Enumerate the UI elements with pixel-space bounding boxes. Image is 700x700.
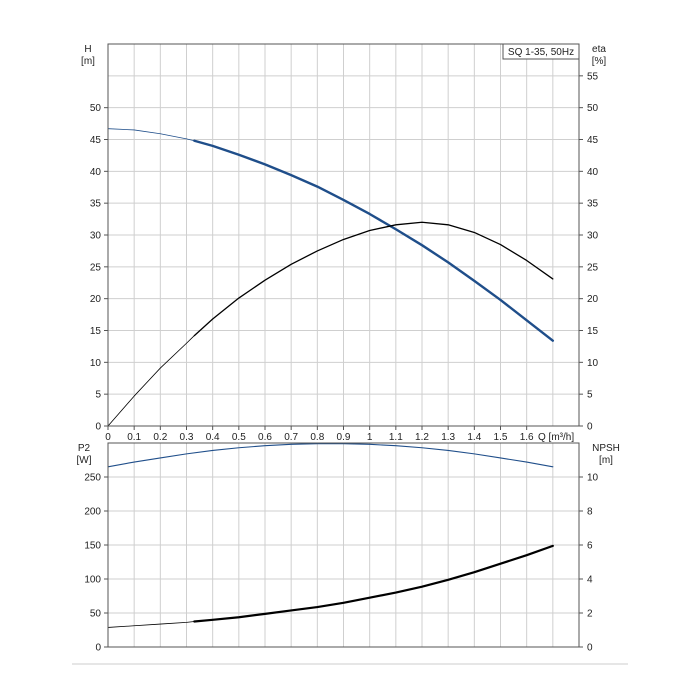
head-tick-label: 45 [90, 135, 102, 146]
head-axis-label-name: H [84, 44, 91, 55]
npsh-tick-label: 6 [587, 541, 593, 552]
power-axis-label-unit: [W] [77, 455, 92, 466]
npsh-curve [193, 544, 554, 623]
chart-title-frame [502, 43, 580, 60]
flow-tick-label: 1.1 [389, 432, 403, 443]
flow-axis-label: Q [m³/h] [538, 432, 574, 443]
npsh-tick-label: 2 [587, 609, 593, 620]
head-efficiency-grid [108, 44, 579, 426]
power-tick-label: 50 [90, 609, 102, 620]
head-tick-label: 35 [90, 199, 102, 210]
npsh-tick-label: 0 [587, 643, 593, 654]
efficiency-tick-label: 15 [587, 326, 599, 337]
npsh-axis-label-name: NPSH [592, 443, 620, 454]
efficiency-tick-label: 30 [587, 231, 599, 242]
power-tick-label: 100 [84, 575, 101, 586]
head-axis-ticks: 0 5 10 15 20 25 30 35 40 45 50 [90, 103, 108, 433]
npsh-curve-thin-segment [107, 621, 195, 628]
power-tick-label: 200 [84, 507, 101, 518]
head-curve [193, 139, 555, 342]
efficiency-axis-ticks: 0 5 10 15 20 25 30 35 40 45 50 55 [579, 71, 599, 433]
efficiency-curve-thin-segment [107, 335, 195, 427]
efficiency-tick-label: 50 [587, 103, 599, 114]
power-axis-label-name: P2 [78, 443, 91, 454]
flow-tick-label: 1.2 [415, 432, 429, 443]
npsh-tick-label: 4 [587, 575, 593, 586]
efficiency-tick-label: 45 [587, 135, 599, 146]
head-tick-label: 25 [90, 262, 102, 273]
flow-tick-label: 0.8 [310, 432, 324, 443]
flow-tick-label: 1 [367, 432, 373, 443]
efficiency-tick-label: 10 [587, 358, 599, 369]
head-efficiency-series [107, 128, 555, 427]
npsh-axis-ticks: 0 2 4 6 8 10 [579, 473, 599, 654]
flow-tick-label: 0.9 [337, 432, 351, 443]
head-tick-label: 20 [90, 294, 102, 305]
flow-tick-label: 1.4 [467, 432, 481, 443]
head-tick-label: 15 [90, 326, 102, 337]
head-tick-label: 5 [95, 390, 101, 401]
efficiency-tick-label: 5 [587, 390, 593, 401]
efficiency-tick-label: 55 [587, 71, 599, 82]
power-axis-ticks: 0 50 100 150 200 250 [84, 473, 108, 654]
flow-tick-label: 1.3 [441, 432, 455, 443]
flow-tick-label: 0.4 [206, 432, 220, 443]
flow-axis-ticks: 0 0.1 0.2 0.3 0.4 0.5 0.6 0.7 0.8 0.9 1 1.1 1.2 1.3 1.… [105, 426, 534, 443]
efficiency-axis-label-unit: [%] [592, 56, 607, 67]
npsh-axis-label-unit: [m] [599, 455, 613, 466]
flow-tick-label: 0.6 [258, 432, 272, 443]
flow-tick-label: 0 [105, 432, 111, 443]
power-tick-label: 150 [84, 541, 101, 552]
chart-title-box: SQ 1-35, 50Hz [502, 43, 580, 60]
efficiency-tick-label: 0 [587, 422, 593, 433]
efficiency-axis-label-name: eta [592, 44, 606, 55]
chart-title: SQ 1-35, 50Hz [508, 47, 574, 58]
head-curve-thin-segment [107, 128, 195, 142]
efficiency-tick-label: 25 [587, 262, 599, 273]
power-tick-label: 250 [84, 473, 101, 484]
flow-tick-label: 1.6 [520, 432, 534, 443]
flow-tick-label: 0.7 [284, 432, 298, 443]
power-tick-label: 0 [95, 643, 101, 654]
head-tick-label: 30 [90, 231, 102, 242]
flow-tick-label: 0.3 [180, 432, 194, 443]
head-axis-label-unit: [m] [81, 56, 95, 67]
flow-tick-label: 0.2 [153, 432, 167, 443]
power-npsh-series [107, 443, 554, 628]
head-tick-label: 10 [90, 358, 102, 369]
power-npsh-grid [108, 443, 579, 647]
npsh-tick-label: 10 [587, 473, 599, 484]
efficiency-tick-label: 35 [587, 199, 599, 210]
power-npsh-panel: 0 50 100 150 200 250 0 2 4 6 8 10 P2 [W] NPSH [m] [77, 442, 620, 654]
efficiency-tick-label: 40 [587, 167, 599, 178]
flow-tick-label: 0.5 [232, 432, 246, 443]
power-curve [107, 443, 554, 468]
head-tick-label: 40 [90, 167, 102, 178]
npsh-tick-label: 8 [587, 507, 593, 518]
efficiency-tick-label: 20 [587, 294, 599, 305]
flow-tick-label: 1.5 [494, 432, 508, 443]
head-tick-label: 0 [95, 422, 101, 433]
head-tick-label: 50 [90, 103, 102, 114]
flow-tick-label: 0.1 [127, 432, 141, 443]
efficiency-curve [193, 221, 554, 337]
